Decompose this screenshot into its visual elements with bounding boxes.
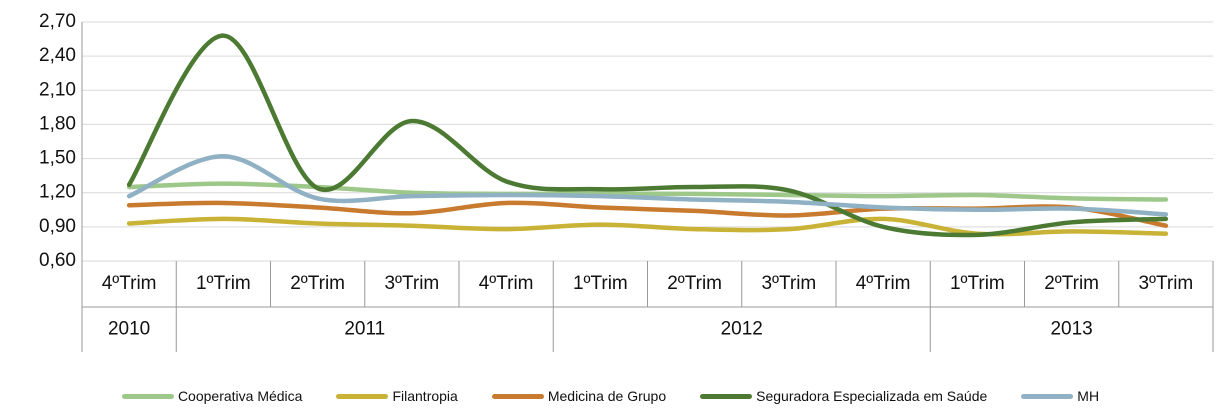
legend-label: MH [1077, 388, 1100, 404]
legend-swatch [121, 393, 174, 399]
y-tick-label: 1,80 [39, 113, 76, 134]
legend-label: Cooperativa Médica [177, 388, 303, 404]
x-group-label: 2010 [108, 319, 150, 340]
legend: Cooperativa Médica Filantropia Medicina de… [0, 388, 1221, 404]
legend-item: Medicina de Grupo [491, 388, 667, 404]
legend-item: Seguradora Especializada em Saúde [700, 388, 987, 404]
legend-label: Filantropia [392, 388, 458, 404]
legend-item: MH [1021, 388, 1099, 404]
x-tick-label: 3ºTrim [1138, 273, 1193, 294]
x-tick-label: 4ºTrim [479, 273, 534, 294]
y-tick-label: 2,40 [39, 45, 76, 66]
legend-swatch [700, 393, 753, 399]
legend-swatch [1021, 393, 1074, 399]
y-tick-label: 2,10 [39, 79, 76, 100]
x-tick-label: 1ºTrim [950, 273, 1005, 294]
y-tick-label: 0,90 [39, 216, 76, 237]
y-tick-label: 1,50 [39, 148, 76, 169]
legend-item: Filantropia [336, 388, 458, 404]
series-line [126, 181, 1169, 202]
series-line [126, 154, 1169, 217]
x-tick-label: 2ºTrim [290, 273, 345, 294]
y-tick-label: 1,20 [39, 182, 76, 203]
x-tick-label: 1ºTrim [196, 273, 251, 294]
series-line [126, 33, 1169, 238]
x-group-label: 2013 [1050, 319, 1092, 340]
legend-swatch [491, 393, 544, 399]
y-tick-label: 0,60 [39, 250, 76, 271]
x-tick-label: 3ºTrim [761, 273, 816, 294]
x-group-label: 2011 [344, 319, 385, 340]
x-group-label: 2012 [721, 319, 763, 340]
chart: 0,60 0,90 1,20 1,50 1,80 2,10 2,40 2,70 4ºTrim 1º… [39, 11, 1214, 352]
x-tick-label: 3ºTrim [384, 273, 439, 294]
legend-item: Cooperativa Médica [121, 388, 303, 404]
x-tick-label: 1ºTrim [573, 273, 628, 294]
x-tick-label: 4ºTrim [856, 273, 911, 294]
x-tick-label: 2ºTrim [1044, 273, 1099, 294]
legend-label: Seguradora Especializada em Saúde [756, 388, 988, 404]
x-tick-label: 2ºTrim [667, 273, 722, 294]
legend-label: Medicina de Grupo [547, 388, 667, 404]
legend-swatch [336, 393, 389, 399]
y-tick-label: 2,70 [39, 11, 76, 32]
x-tick-label: 4ºTrim [102, 273, 157, 294]
